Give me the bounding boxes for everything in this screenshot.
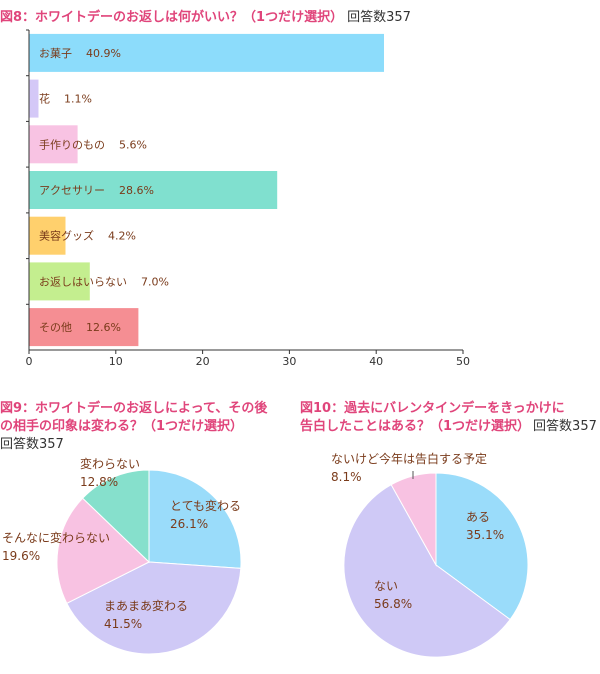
fig9-label-1: まあまあ変わる [104, 598, 188, 613]
fig8-value-label-3: 28.6% [119, 184, 154, 197]
fig9-value-label-2: 19.6% [2, 549, 40, 563]
fig8-value-label-2: 5.6% [119, 138, 147, 151]
fig10-value-label-2: 8.1% [331, 470, 362, 484]
fig9-slice-3 [81, 469, 150, 564]
fig8-x-tick-label-5: 50 [456, 355, 470, 368]
fig8-title: 図8：ホワイトデーのお返しは何がいい？（1つだけ選択） 回答数357 [0, 9, 411, 25]
fig8-bar-chart: お菓子 40.9% 花 1.1% 手作りのもの 5.6% アクセサリー 28.6% 美容グッズ 4… [26, 29, 470, 368]
fig8-x-tick-label-2: 20 [196, 355, 210, 368]
fig10-label-1: ない [374, 579, 398, 593]
fig9-title-line2: の相手の印象は変わる？（1つだけ選択） [0, 418, 243, 434]
fig9-value-label-3: 12.8% [80, 475, 118, 489]
fig8-value-label-4: 4.2% [108, 230, 136, 243]
fig8-bar-label-0: お菓子 40.9% [39, 47, 121, 60]
fig8-bar-5 [29, 262, 90, 301]
fig8-bar-3 [29, 171, 278, 209]
fig9-value-label-1: 41.5% [104, 617, 142, 631]
fig10-label-2: ないけど今年は告白する予定 [331, 451, 487, 466]
fig9-label-0: とても変わる [170, 498, 241, 513]
fig8-bar-0 [29, 33, 384, 72]
fig8-x-tick-label-3: 30 [282, 355, 296, 368]
fig8-category-6: その他 [39, 321, 72, 334]
fig10-label-0: ある [466, 510, 490, 524]
fig9-label-2: そんなに変わらない [2, 530, 110, 545]
fig8-category-0: お菓子 [39, 47, 72, 60]
fig9-slice-2 [56, 497, 150, 604]
fig8-category-3: アクセサリー [39, 184, 105, 197]
fig8-category-2: 手作りのもの [39, 137, 105, 151]
fig10-slice-0 [435, 472, 529, 621]
fig8-category-5: お返しはいらない [39, 275, 127, 288]
fig9-label-3: 変わらない [80, 456, 140, 471]
fig8-value-label-1: 1.1% [64, 93, 92, 106]
fig8-bar-label-3: アクセサリー 28.6% [39, 184, 154, 197]
fig10-title-line2: 告白したことはある？（1つだけ選択） 回答数357 [300, 418, 597, 434]
fig8-bar-1 [29, 79, 39, 118]
fig8-bar-6 [29, 308, 139, 347]
fig8-bar-label-5: お返しはいらない 7.0% [39, 275, 169, 288]
fig8-bar-4 [29, 216, 66, 255]
fig9-pie-chart: とても変わる 26.1% まあまあ変わる 41.5% そんなに変わらない 19.6% 変わら… [2, 456, 242, 655]
fig9-slice-1 [66, 561, 242, 655]
fig8-value-label-6: 12.6% [86, 321, 121, 334]
fig9-title-line1: 図9：ホワイトデーのお返しによって、その後 [0, 400, 268, 416]
fig8-bar-label-2: 手作りのもの 5.6% [39, 137, 147, 151]
fig10-slice-1 [343, 484, 511, 658]
fig10-pie-chart: ある 35.1% ない 56.8% ないけど今年は告白する予定 8.1% [331, 451, 529, 658]
fig10-value-label-1: 56.8% [374, 597, 412, 611]
fig8-value-label-0: 40.9% [86, 47, 121, 60]
fig8-bar-label-1: 花 1.1% [39, 93, 92, 106]
fig8-x-tick-label-1: 10 [109, 355, 123, 368]
fig8-bar-label-4: 美容グッズ 4.2% [39, 229, 136, 243]
fig8-x-tick-label-4: 40 [369, 355, 383, 368]
fig10-value-label-0: 35.1% [466, 528, 504, 542]
fig9-respondents: 回答数357 [0, 436, 64, 452]
fig8-x-tick-label-0: 0 [26, 355, 33, 368]
fig9-slice-0 [148, 469, 242, 569]
fig8-category-1: 花 [39, 93, 50, 106]
fig8-bar-label-6: その他 12.6% [39, 321, 121, 334]
fig8-bar-2 [29, 125, 78, 164]
fig8-category-4: 美容グッズ [39, 229, 94, 243]
fig10-title-line1: 図10：過去にバレンタインデーをきっかけに [300, 400, 565, 416]
fig9-value-label-0: 26.1% [170, 517, 208, 531]
fig8-value-label-5: 7.0% [141, 275, 169, 288]
